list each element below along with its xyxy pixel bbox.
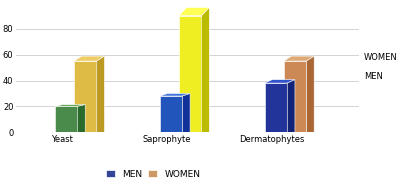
Polygon shape [284,61,306,132]
Polygon shape [74,61,97,132]
Polygon shape [202,8,209,132]
Polygon shape [55,105,85,106]
Polygon shape [264,80,295,83]
Polygon shape [182,94,190,132]
Polygon shape [160,94,190,96]
Polygon shape [179,8,209,16]
Polygon shape [306,56,314,132]
Polygon shape [264,83,287,132]
Legend: MEN, WOMEN: MEN, WOMEN [102,166,204,182]
Polygon shape [179,16,202,132]
Text: WOMEN: WOMEN [364,53,398,62]
Polygon shape [287,80,295,132]
Polygon shape [284,56,314,61]
Polygon shape [74,56,104,61]
Polygon shape [78,105,85,132]
Text: MEN: MEN [364,72,383,81]
Polygon shape [55,106,78,132]
Polygon shape [160,96,182,132]
Polygon shape [97,56,104,132]
